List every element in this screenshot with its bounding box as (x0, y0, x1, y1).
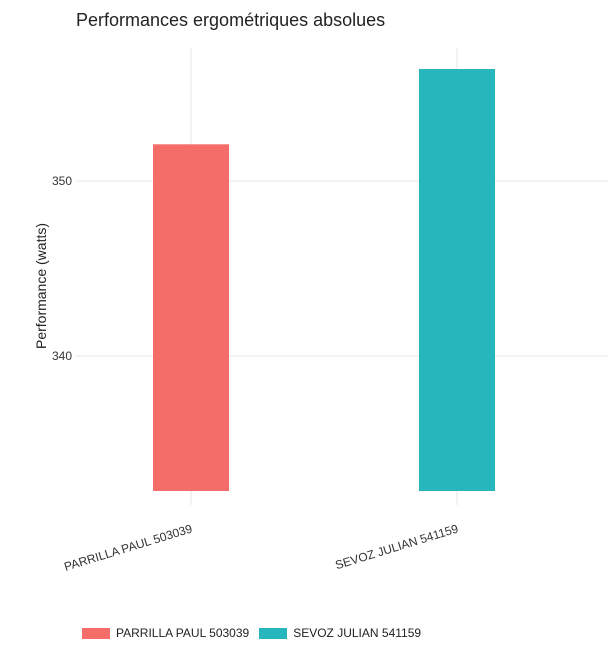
y-tick-label: 340 (52, 349, 72, 363)
y-axis-label: Performance (watts) (33, 223, 49, 349)
chart-title: Performances ergométriques absolues (76, 10, 386, 30)
legend-label: SEVOZ JULIAN 541159 (293, 626, 422, 640)
legend: PARRILLA PAUL 503039 SEVOZ JULIAN 541159 (82, 626, 431, 640)
bars (153, 69, 495, 491)
bar-chart: 340 350 PARRILLA PAUL 503039 SEVOZ JULIAN … (33, 48, 608, 574)
y-tick-label: 350 (52, 174, 72, 188)
bar (419, 69, 495, 491)
legend-entry: PARRILLA PAUL 503039 (82, 626, 249, 640)
legend-swatch (259, 627, 288, 639)
legend-swatch (82, 627, 110, 639)
legend-label: PARRILLA PAUL 503039 (116, 626, 250, 640)
x-axis-ticks: PARRILLA PAUL 503039 SEVOZ JULIAN 541159 (62, 521, 460, 573)
x-tick-label: SEVOZ JULIAN 541159 (334, 521, 461, 572)
x-tick-label: PARRILLA PAUL 503039 (62, 521, 194, 573)
bar (153, 144, 229, 491)
legend-entry: SEVOZ JULIAN 541159 (259, 626, 421, 640)
y-axis-ticks: 340 350 (52, 174, 72, 363)
